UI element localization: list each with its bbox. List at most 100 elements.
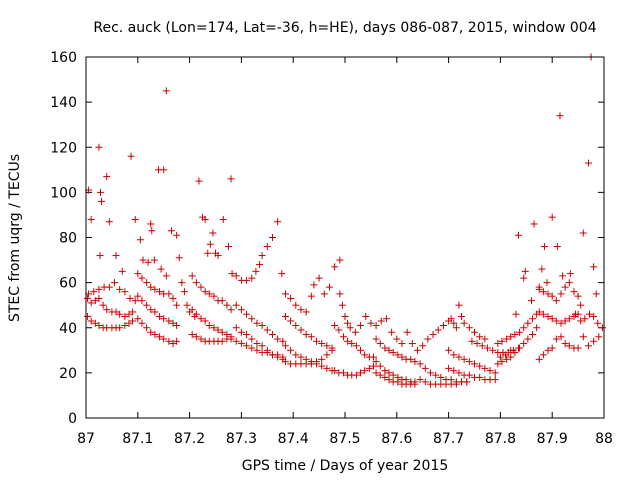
- data-point: [590, 263, 598, 271]
- data-point: [292, 351, 300, 359]
- data-point: [481, 364, 489, 372]
- data-point: [385, 346, 393, 354]
- data-point: [95, 143, 103, 151]
- axis-ticks: 87 87.1 87.2 87.3 87.4 87.5 87.6 87.7 87.8 87.9 88…: [50, 50, 613, 447]
- data-point: [590, 312, 598, 320]
- y-tick-label: 60: [59, 276, 77, 292]
- data-point: [403, 328, 411, 336]
- data-point: [169, 319, 177, 327]
- data-point: [450, 319, 458, 327]
- data-point: [134, 315, 142, 323]
- data-point: [105, 283, 113, 291]
- data-point: [344, 319, 352, 327]
- data-point: [503, 355, 511, 363]
- data-point: [325, 283, 333, 291]
- data-point: [151, 331, 159, 339]
- data-point: [592, 290, 600, 298]
- data-point: [274, 351, 282, 359]
- data-point: [307, 333, 315, 341]
- data-point: [407, 355, 415, 363]
- data-point: [105, 218, 113, 226]
- data-point: [521, 267, 529, 275]
- data-point: [561, 317, 569, 325]
- data-point: [173, 337, 181, 345]
- data-point: [336, 256, 344, 264]
- data-point: [165, 337, 173, 345]
- data-point: [544, 346, 552, 354]
- y-tick-label: 20: [59, 366, 77, 382]
- data-point: [165, 317, 173, 325]
- y-tick-label: 0: [68, 411, 77, 427]
- data-point: [344, 337, 352, 345]
- data-point: [361, 351, 369, 359]
- data-point: [439, 321, 447, 329]
- data-point: [570, 288, 578, 296]
- data-point: [210, 292, 218, 300]
- data-point: [376, 371, 384, 379]
- data-point: [98, 197, 106, 205]
- x-tick-label: 87.6: [381, 431, 412, 447]
- data-point: [297, 353, 305, 361]
- y-tick-label: 100: [50, 185, 77, 201]
- data-point: [160, 315, 168, 323]
- data-point: [103, 173, 111, 181]
- data-point: [450, 367, 458, 375]
- data-point: [498, 337, 506, 345]
- data-point: [252, 267, 260, 275]
- data-point: [460, 355, 468, 363]
- data-point: [281, 342, 289, 350]
- data-point: [565, 315, 573, 323]
- data-point: [268, 234, 276, 241]
- data-point: [535, 308, 543, 316]
- data-point: [538, 265, 546, 273]
- x-tick-label: 87.2: [174, 431, 205, 447]
- data-point: [147, 220, 155, 228]
- data-point: [116, 285, 124, 293]
- data-point: [394, 378, 402, 386]
- data-point: [318, 355, 326, 363]
- data-point: [503, 335, 511, 343]
- data-point: [268, 331, 276, 339]
- data-point: [452, 380, 460, 388]
- data-point: [156, 288, 164, 296]
- data-point: [224, 243, 232, 251]
- data-point: [210, 324, 218, 332]
- data-point: [527, 297, 535, 305]
- data-point: [248, 335, 256, 343]
- data-point: [188, 331, 196, 339]
- data-point: [201, 317, 209, 325]
- data-point: [162, 87, 170, 95]
- data-point: [232, 272, 240, 280]
- data-point: [471, 360, 478, 368]
- data-point: [511, 331, 519, 339]
- data-point: [565, 342, 573, 350]
- data-point: [331, 367, 339, 375]
- data-point: [279, 353, 287, 361]
- data-point: [302, 331, 310, 339]
- data-point: [598, 324, 606, 332]
- data-point: [173, 301, 181, 309]
- data-point: [287, 317, 295, 325]
- data-point: [253, 319, 261, 327]
- data-points: [84, 53, 606, 388]
- data-point: [548, 292, 556, 300]
- y-tick-label: 120: [50, 140, 77, 156]
- data-point: [192, 310, 200, 318]
- data-point: [323, 351, 331, 359]
- data-point: [377, 317, 385, 325]
- data-point: [579, 333, 587, 341]
- data-point: [463, 378, 471, 386]
- data-point: [544, 290, 552, 298]
- data-point: [243, 276, 251, 284]
- x-tick-label: 87.7: [433, 431, 464, 447]
- data-point: [180, 288, 188, 296]
- data-point: [491, 369, 499, 377]
- data-point: [138, 319, 146, 327]
- y-tick-label: 40: [59, 321, 77, 337]
- data-point: [557, 319, 565, 327]
- data-point: [147, 306, 155, 314]
- data-point: [116, 324, 124, 332]
- data-point: [90, 288, 98, 296]
- data-point: [369, 362, 377, 370]
- data-point: [450, 351, 458, 359]
